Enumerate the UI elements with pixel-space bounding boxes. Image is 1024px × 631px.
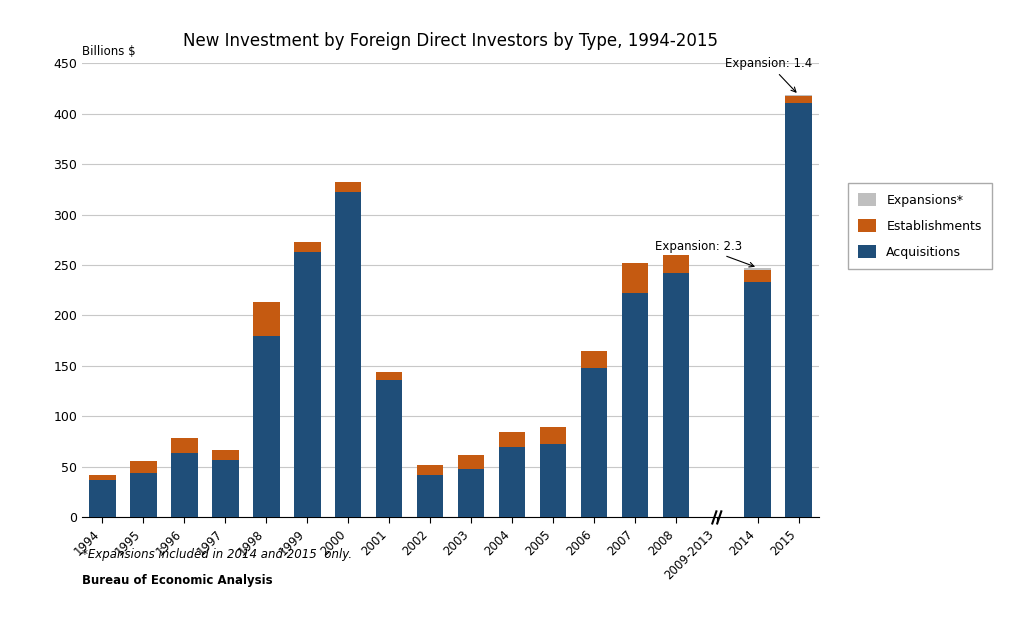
Bar xyxy=(458,455,484,469)
Bar xyxy=(171,453,198,517)
Bar xyxy=(458,469,484,517)
Text: Expansion: 1.4: Expansion: 1.4 xyxy=(725,57,812,92)
Bar xyxy=(785,97,812,103)
Text: Expansion: 2.3: Expansion: 2.3 xyxy=(655,240,754,267)
Bar xyxy=(744,270,771,282)
Bar xyxy=(663,273,689,517)
Bar xyxy=(417,465,443,475)
Bar xyxy=(376,372,402,380)
Bar xyxy=(130,473,157,517)
Bar xyxy=(499,447,525,517)
Bar xyxy=(744,268,771,270)
Bar xyxy=(417,475,443,517)
Bar xyxy=(622,293,648,517)
Bar xyxy=(785,103,812,517)
Bar xyxy=(540,444,566,517)
Bar xyxy=(663,255,689,273)
Bar xyxy=(171,438,198,453)
Bar xyxy=(212,460,239,517)
Bar xyxy=(581,351,607,368)
Text: *Expansions included in 2014 and 2015  only.: *Expansions included in 2014 and 2015 on… xyxy=(82,548,352,562)
Bar xyxy=(540,427,566,444)
Bar xyxy=(253,302,280,336)
Bar xyxy=(744,282,771,517)
Bar xyxy=(376,380,402,517)
Text: Bureau of Economic Analysis: Bureau of Economic Analysis xyxy=(82,574,272,587)
Bar xyxy=(622,263,648,293)
Title: New Investment by Foreign Direct Investors by Type, 1994-2015: New Investment by Foreign Direct Investo… xyxy=(183,32,718,50)
Bar xyxy=(785,95,812,97)
Bar xyxy=(335,182,361,192)
Bar xyxy=(130,461,157,473)
Bar xyxy=(581,368,607,517)
Legend: Expansions*, Establishments, Acquisitions: Expansions*, Establishments, Acquisition… xyxy=(848,183,991,269)
Bar xyxy=(499,432,525,447)
Bar xyxy=(294,242,321,252)
Bar xyxy=(335,192,361,517)
Bar xyxy=(89,480,116,517)
Bar xyxy=(253,336,280,517)
Bar xyxy=(294,252,321,517)
Bar xyxy=(212,450,239,460)
Bar xyxy=(89,475,116,480)
Text: Billions $: Billions $ xyxy=(82,45,135,58)
